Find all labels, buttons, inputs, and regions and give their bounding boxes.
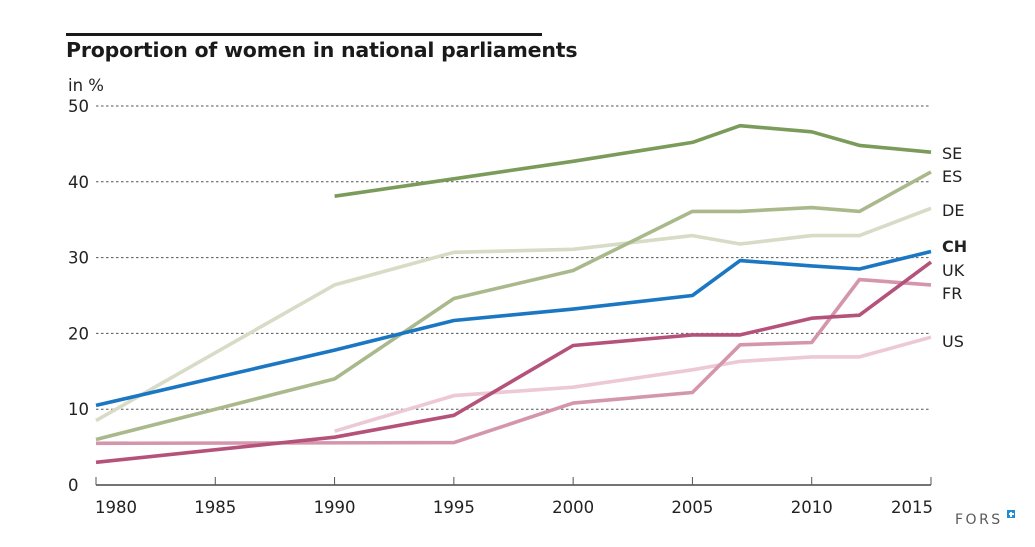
series-label-us: US: [942, 332, 964, 351]
series-label-se: SE: [942, 144, 962, 163]
y-tick-label: 50: [68, 97, 89, 116]
x-tick-label: 2005: [671, 498, 713, 517]
y-axis-unit-label: in %: [68, 76, 104, 95]
series-line-de: [95, 206, 932, 423]
fors-logo-text: FORS: [955, 512, 1003, 528]
series-label-ch: CH: [942, 237, 967, 256]
series-label-uk: UK: [942, 261, 965, 280]
x-tick-label: 1995: [433, 498, 475, 517]
y-axis-ticks: 0 10 20 30 40 50: [68, 97, 89, 495]
x-tick-label: 1985: [194, 498, 236, 517]
series-labels: SE ES DE CH UK FR US: [942, 144, 967, 351]
x-tick-label: 2010: [791, 498, 833, 517]
x-axis: 1980 1985 1990 1995 2000 2005 2010 2015: [95, 477, 933, 517]
gridlines: [96, 105, 931, 410]
y-tick-label: 10: [68, 400, 89, 419]
x-tick-label: 2015: [891, 498, 933, 517]
y-tick-label: 20: [68, 324, 89, 343]
title-rule: [66, 33, 542, 36]
series-line-se: [334, 123, 932, 198]
series-label-de: DE: [942, 201, 964, 220]
x-tick-label: 1990: [314, 498, 356, 517]
y-tick-label: 40: [68, 173, 89, 192]
series-line-us: [334, 335, 932, 433]
y-tick-label: 30: [68, 249, 89, 268]
x-tick-label: 2000: [552, 498, 594, 517]
series-line-ch: [95, 249, 932, 408]
series-label-es: ES: [942, 167, 962, 186]
series-lines: [95, 123, 933, 465]
x-tick-label: 1980: [95, 498, 137, 517]
series-line-uk: [95, 260, 933, 465]
y-tick-label: 0: [68, 476, 79, 495]
chart-title: Proportion of women in national parliame…: [66, 38, 578, 62]
fors-logo-cross-icon: [1007, 510, 1015, 518]
series-line-fr: [95, 277, 932, 446]
series-label-fr: FR: [942, 284, 962, 303]
series-line-es: [95, 170, 932, 442]
